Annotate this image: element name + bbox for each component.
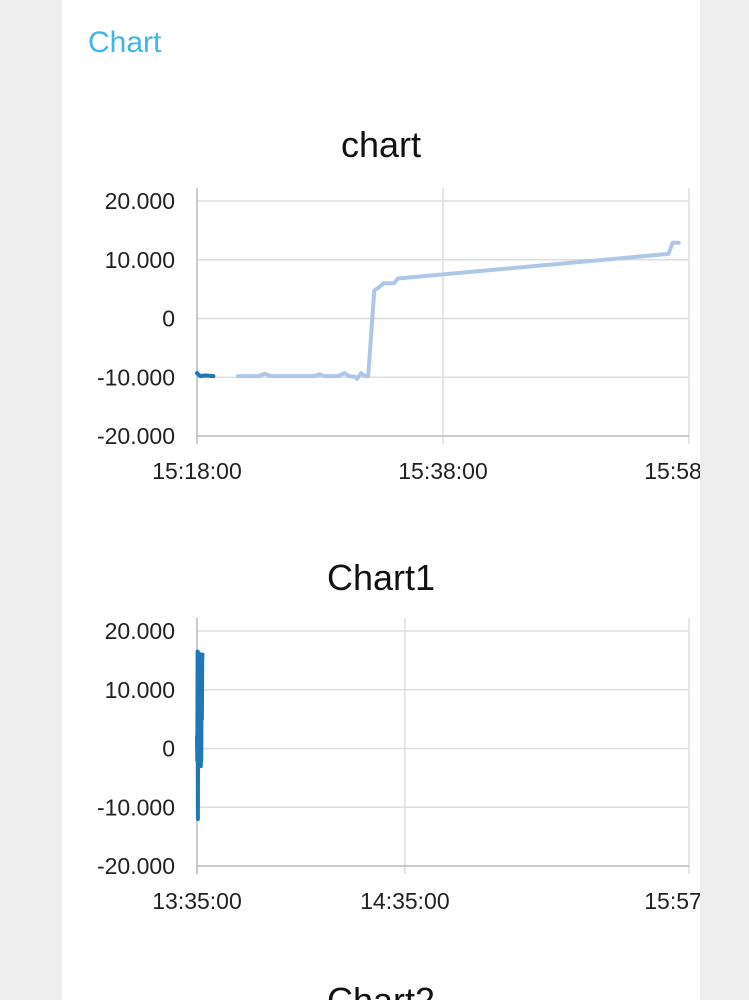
x-tick-label: 15:18:00 bbox=[152, 458, 242, 484]
y-tick-label: -10.000 bbox=[97, 364, 175, 390]
series-line-0 bbox=[195, 371, 216, 379]
x-tick-label: 15:58:00 bbox=[644, 458, 700, 484]
line-chart-0: 20.000 10.000 0 -10.000 -20.000 15:18:00 15:38… bbox=[97, 188, 700, 484]
x-tick-label: 14:35:00 bbox=[360, 888, 450, 914]
y-tick-label: 10.000 bbox=[105, 677, 175, 703]
y-tick-label: 0 bbox=[162, 306, 175, 332]
y-tick-label: 20.000 bbox=[105, 618, 175, 644]
series-line-0 bbox=[195, 649, 205, 821]
x-tick-label: 15:57:00 bbox=[644, 888, 700, 914]
y-tick-label: 10.000 bbox=[105, 247, 175, 273]
y-tick-label: -10.000 bbox=[97, 794, 175, 820]
y-tick-label: -20.000 bbox=[97, 853, 175, 879]
y-tick-label: 20.000 bbox=[105, 188, 175, 214]
line-chart-1: 20.000 10.000 0 -10.000 -20.000 13:35:00 14:35… bbox=[97, 618, 700, 914]
group-title: Chart bbox=[88, 26, 162, 59]
x-tick-label: 13:35:00 bbox=[152, 888, 242, 914]
series-line-1 bbox=[236, 240, 681, 381]
x-tick-label: 15:38:00 bbox=[398, 458, 488, 484]
chart2-title: Chart2 bbox=[62, 980, 700, 1000]
y-tick-label: -20.000 bbox=[97, 423, 175, 449]
chart-group-card: Chart chart 20.000 10.000 0 -10.000 -20.000 1… bbox=[62, 0, 700, 1000]
chart-title: chart bbox=[340, 124, 422, 165]
chart1-title: Chart1 bbox=[326, 557, 436, 598]
y-tick-label: 0 bbox=[162, 736, 175, 762]
